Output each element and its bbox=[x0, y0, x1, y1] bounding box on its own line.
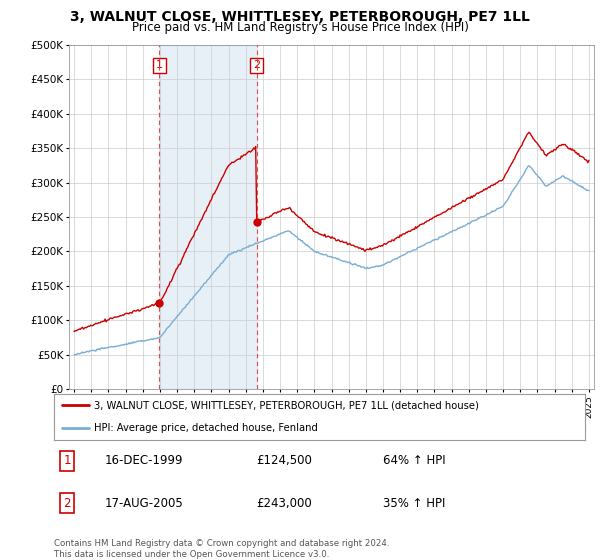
Text: £124,500: £124,500 bbox=[256, 454, 311, 467]
Text: 17-AUG-2005: 17-AUG-2005 bbox=[104, 497, 183, 510]
Text: 2: 2 bbox=[253, 60, 260, 71]
Text: 3, WALNUT CLOSE, WHITTLESEY, PETERBOROUGH, PE7 1LL: 3, WALNUT CLOSE, WHITTLESEY, PETERBOROUG… bbox=[70, 10, 530, 24]
Text: 16-DEC-1999: 16-DEC-1999 bbox=[104, 454, 183, 467]
Text: £243,000: £243,000 bbox=[256, 497, 311, 510]
Bar bbox=[159, 45, 257, 389]
Text: 1: 1 bbox=[156, 60, 163, 71]
Text: 2: 2 bbox=[64, 497, 71, 510]
Text: 1: 1 bbox=[64, 454, 71, 467]
Text: 64% ↑ HPI: 64% ↑ HPI bbox=[383, 454, 446, 467]
Text: 35% ↑ HPI: 35% ↑ HPI bbox=[383, 497, 446, 510]
Text: Contains HM Land Registry data © Crown copyright and database right 2024.
This d: Contains HM Land Registry data © Crown c… bbox=[54, 539, 389, 559]
Text: Price paid vs. HM Land Registry's House Price Index (HPI): Price paid vs. HM Land Registry's House … bbox=[131, 21, 469, 34]
Text: 3, WALNUT CLOSE, WHITTLESEY, PETERBOROUGH, PE7 1LL (detached house): 3, WALNUT CLOSE, WHITTLESEY, PETERBOROUG… bbox=[94, 400, 479, 410]
Text: HPI: Average price, detached house, Fenland: HPI: Average price, detached house, Fenl… bbox=[94, 423, 318, 433]
